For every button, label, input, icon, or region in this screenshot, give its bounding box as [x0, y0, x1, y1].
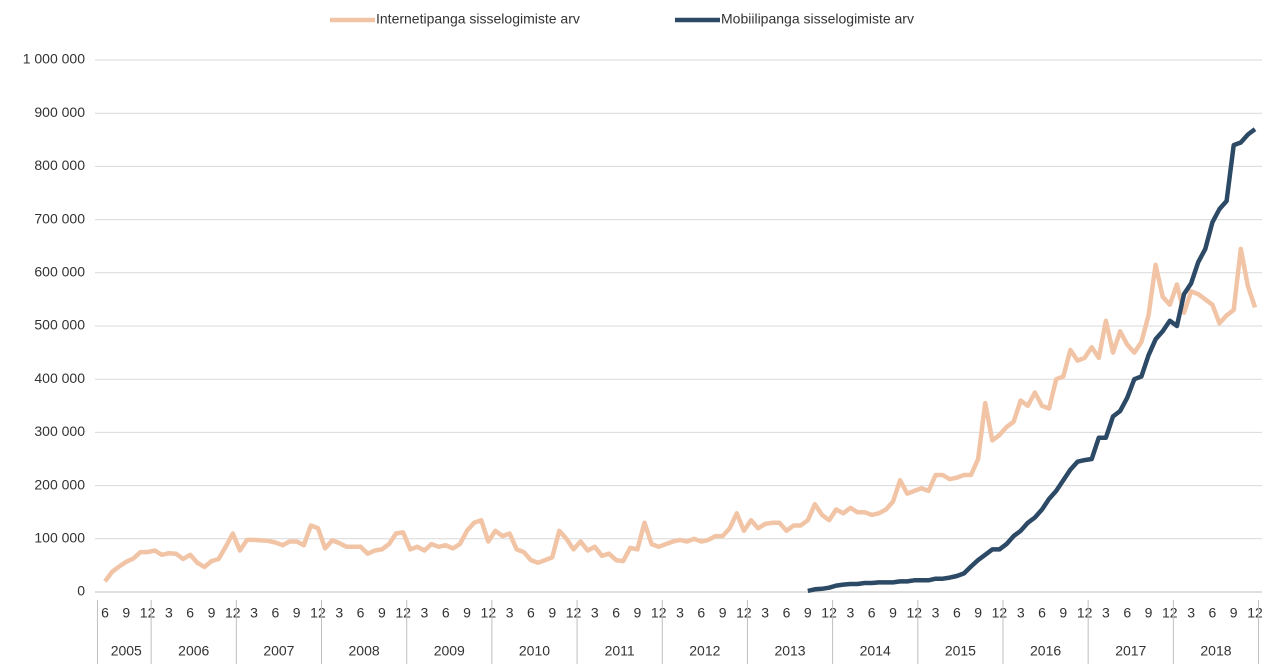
x-tick-label: 12 — [1247, 605, 1263, 621]
series-line — [103, 246, 1258, 583]
x-tick-label: 6 — [953, 605, 961, 621]
x-tick-label: 6 — [1038, 605, 1046, 621]
y-tick-label: 900 000 — [34, 104, 85, 120]
x-tick-label: 3 — [1102, 605, 1110, 621]
x-tick-label: 9 — [1145, 605, 1153, 621]
x-tick-label: 12 — [566, 605, 582, 621]
series-line — [807, 127, 1257, 594]
y-tick-label: 500 000 — [34, 317, 85, 333]
x-tick-label: 6 — [442, 605, 450, 621]
x-tick-label: 12 — [821, 605, 837, 621]
x-tick-label: 12 — [1077, 605, 1093, 621]
x-tick-label: 9 — [634, 605, 642, 621]
x-tick-label: 9 — [208, 605, 216, 621]
y-tick-label: 600 000 — [34, 264, 85, 280]
y-tick-label: 100 000 — [34, 530, 85, 546]
x-tick-label: 3 — [761, 605, 769, 621]
x-group-label: 2013 — [774, 643, 805, 659]
x-group-label: 2005 — [111, 643, 142, 659]
x-tick-label: 9 — [1230, 605, 1238, 621]
x-tick-label: 9 — [889, 605, 897, 621]
x-tick-label: 3 — [846, 605, 854, 621]
x-group-label: 2009 — [434, 643, 465, 659]
x-group-label: 2008 — [349, 643, 380, 659]
x-group-label: 2007 — [263, 643, 294, 659]
x-tick-label: 6 — [868, 605, 876, 621]
legend-label: Internetipanga sisselogimiste arv — [376, 11, 580, 27]
x-tick-label: 6 — [697, 605, 705, 621]
x-tick-label: 6 — [101, 605, 109, 621]
x-tick-label: 6 — [527, 605, 535, 621]
x-tick-label: 12 — [736, 605, 752, 621]
x-tick-label: 9 — [804, 605, 812, 621]
x-group-label: 2017 — [1115, 643, 1146, 659]
x-tick-label: 6 — [783, 605, 791, 621]
x-tick-label: 3 — [1187, 605, 1195, 621]
x-tick-label: 3 — [506, 605, 514, 621]
x-group-label: 2018 — [1200, 643, 1231, 659]
x-tick-label: 12 — [481, 605, 497, 621]
x-tick-label: 12 — [906, 605, 922, 621]
x-tick-label: 3 — [421, 605, 429, 621]
x-group-label: 2006 — [178, 643, 209, 659]
x-tick-label: 3 — [676, 605, 684, 621]
x-tick-label: 3 — [335, 605, 343, 621]
x-tick-label: 9 — [974, 605, 982, 621]
x-tick-label: 6 — [1209, 605, 1217, 621]
x-tick-label: 9 — [463, 605, 471, 621]
legend-label: Mobiilipanga sisselogimiste arv — [721, 11, 914, 27]
y-tick-label: 0 — [77, 583, 85, 599]
x-tick-label: 12 — [992, 605, 1008, 621]
x-group-label: 2012 — [689, 643, 720, 659]
x-tick-label: 9 — [1059, 605, 1067, 621]
x-tick-label: 12 — [140, 605, 156, 621]
x-tick-label: 12 — [1162, 605, 1178, 621]
x-tick-label: 9 — [122, 605, 130, 621]
x-tick-label: 9 — [719, 605, 727, 621]
x-tick-label: 3 — [1017, 605, 1025, 621]
x-group-label: 2016 — [1030, 643, 1061, 659]
y-tick-label: 400 000 — [34, 370, 85, 386]
y-tick-label: 1 000 000 — [23, 51, 85, 67]
x-tick-label: 6 — [271, 605, 279, 621]
x-tick-label: 6 — [612, 605, 620, 621]
y-tick-label: 800 000 — [34, 157, 85, 173]
x-tick-label: 9 — [293, 605, 301, 621]
x-group-label: 2015 — [945, 643, 976, 659]
x-tick-label: 6 — [1123, 605, 1131, 621]
x-tick-label: 12 — [395, 605, 411, 621]
x-tick-label: 3 — [591, 605, 599, 621]
y-tick-label: 300 000 — [34, 423, 85, 439]
x-tick-label: 6 — [357, 605, 365, 621]
x-group-label: 2014 — [860, 643, 891, 659]
y-tick-label: 700 000 — [34, 210, 85, 226]
x-tick-label: 9 — [548, 605, 556, 621]
x-tick-label: 3 — [250, 605, 258, 621]
x-tick-label: 6 — [186, 605, 194, 621]
y-tick-label: 200 000 — [34, 476, 85, 492]
x-group-label: 2010 — [519, 643, 550, 659]
x-tick-label: 12 — [651, 605, 667, 621]
x-tick-label: 12 — [225, 605, 241, 621]
x-group-label: 2011 — [605, 643, 635, 659]
x-tick-label: 3 — [932, 605, 940, 621]
x-tick-label: 3 — [165, 605, 173, 621]
x-tick-label: 9 — [378, 605, 386, 621]
x-tick-label: 12 — [310, 605, 326, 621]
